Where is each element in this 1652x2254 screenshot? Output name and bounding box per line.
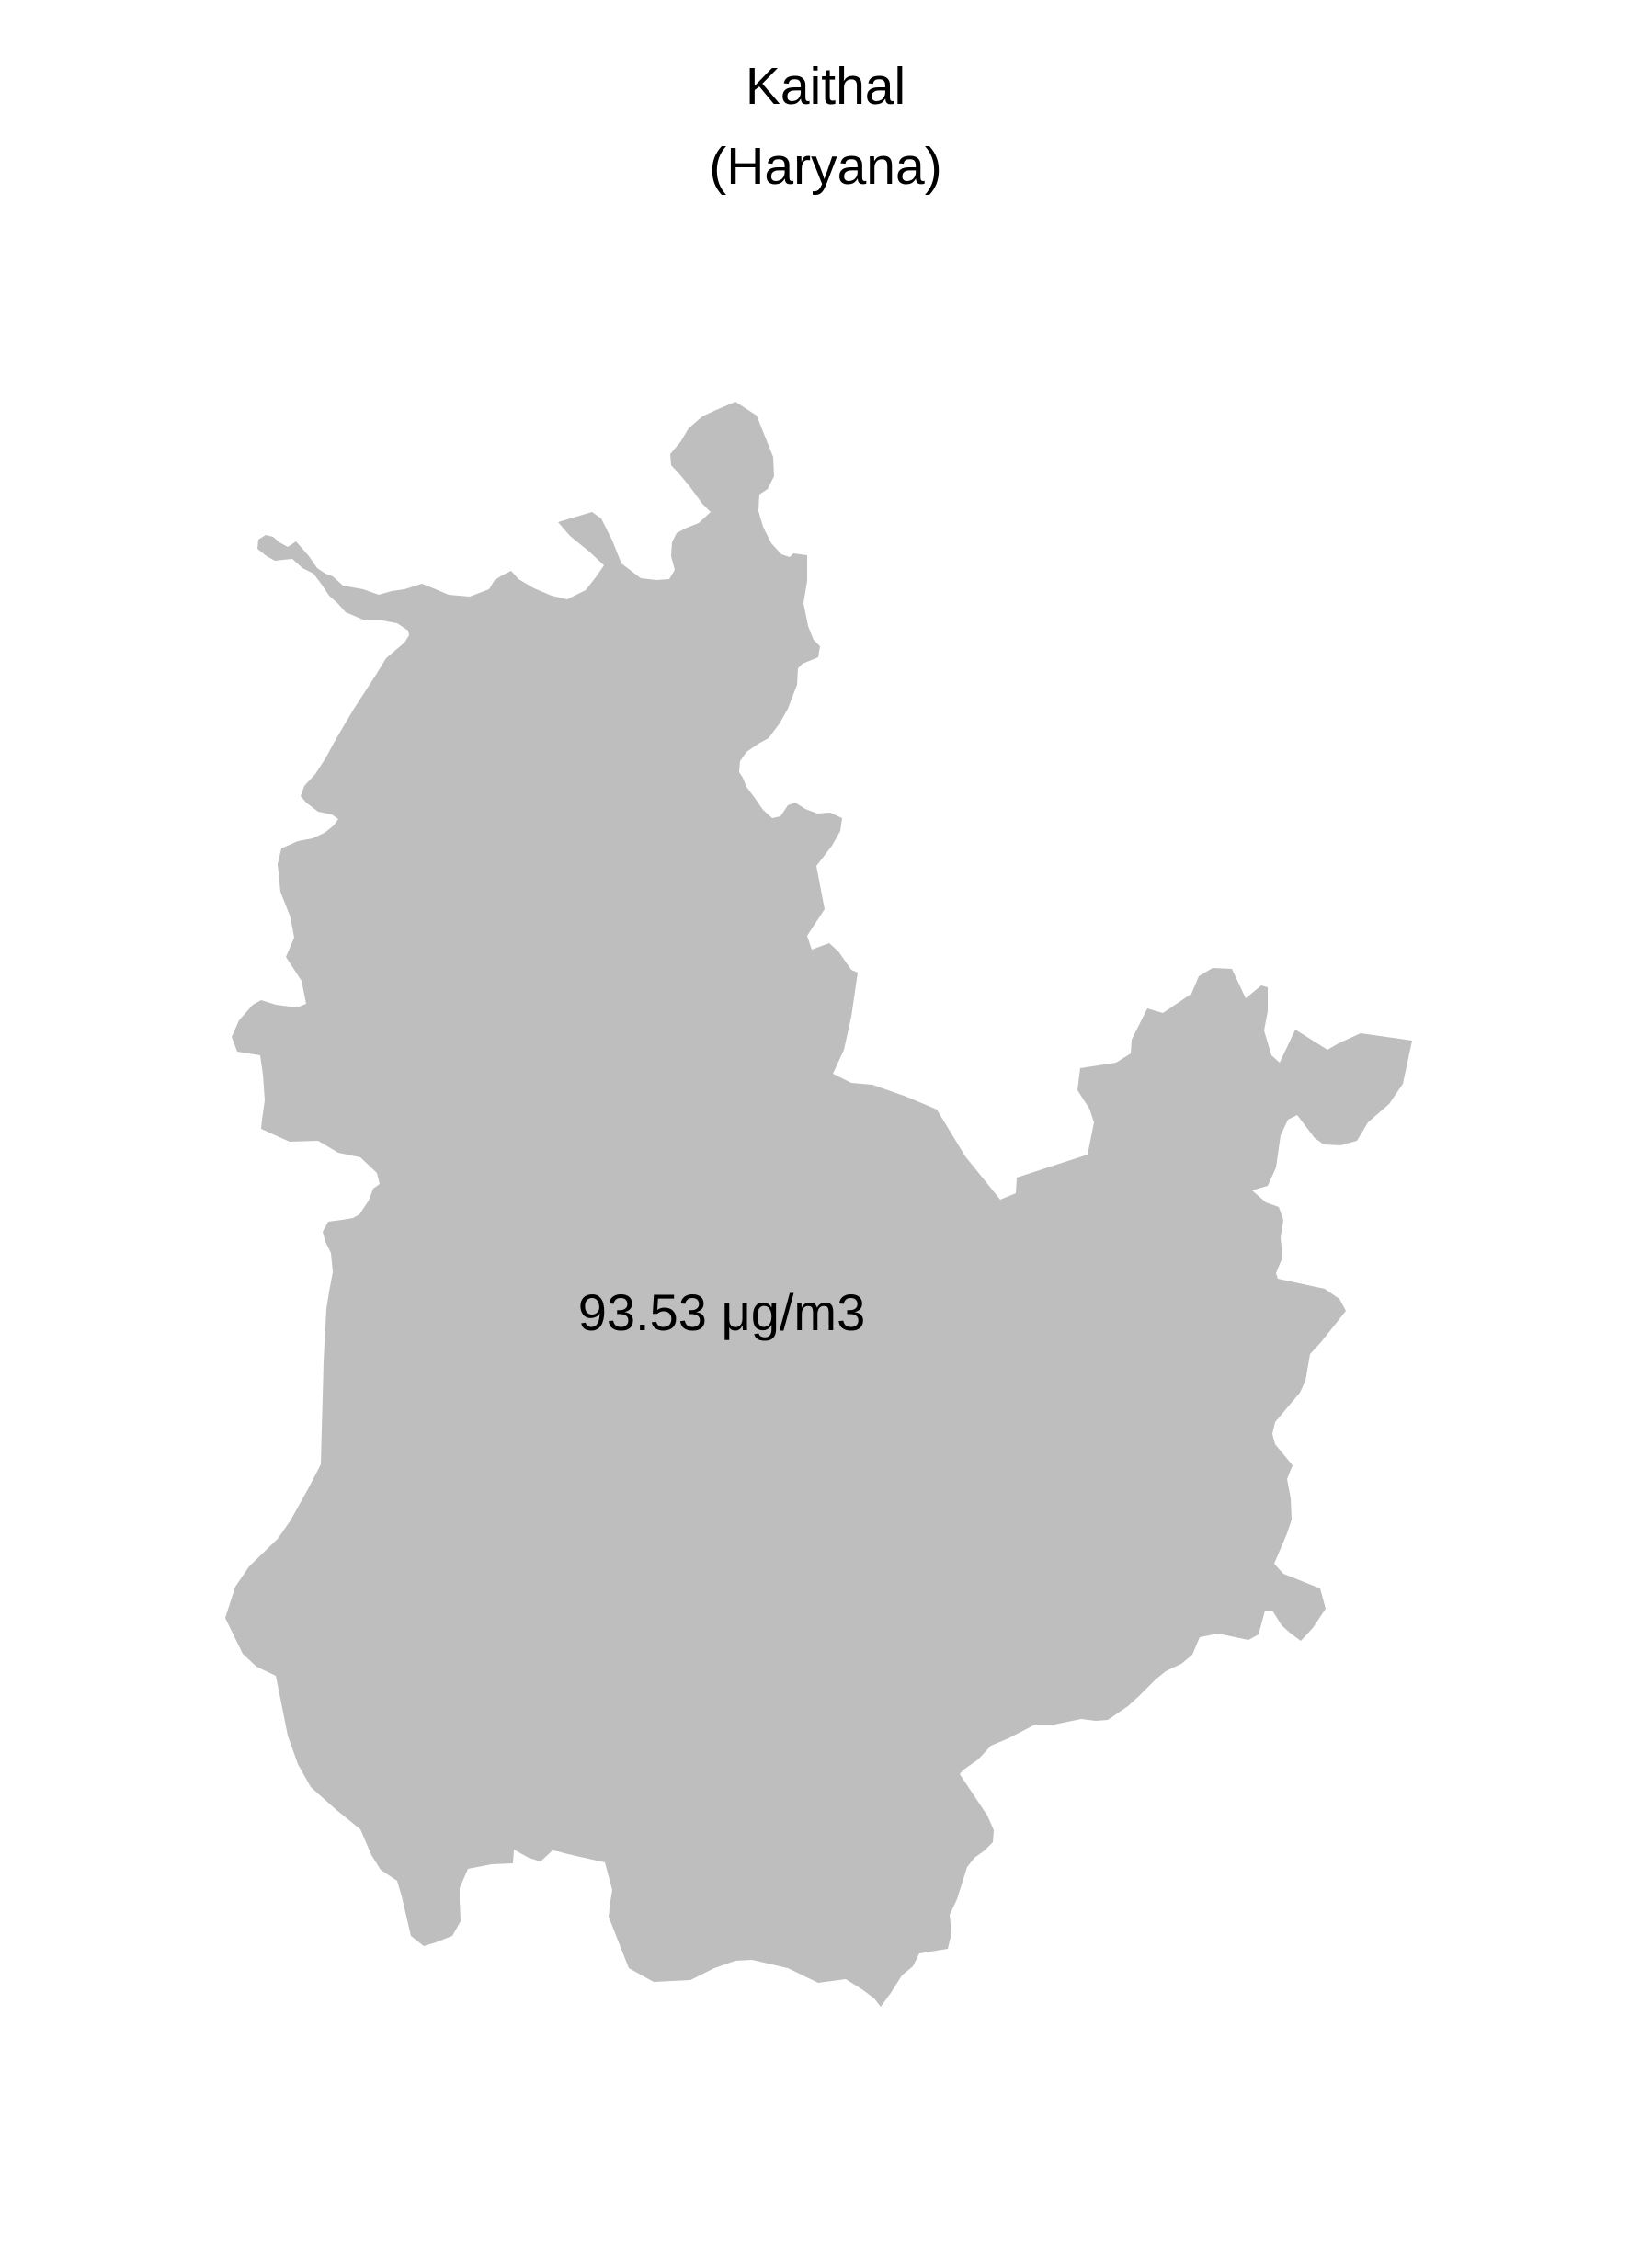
map-subtitle: (Haryana) — [709, 137, 941, 196]
district-shape — [225, 402, 1412, 2007]
region-value-label: 93.53 μg/m3 — [578, 1283, 865, 1341]
map-title: Kaithal — [746, 57, 906, 116]
